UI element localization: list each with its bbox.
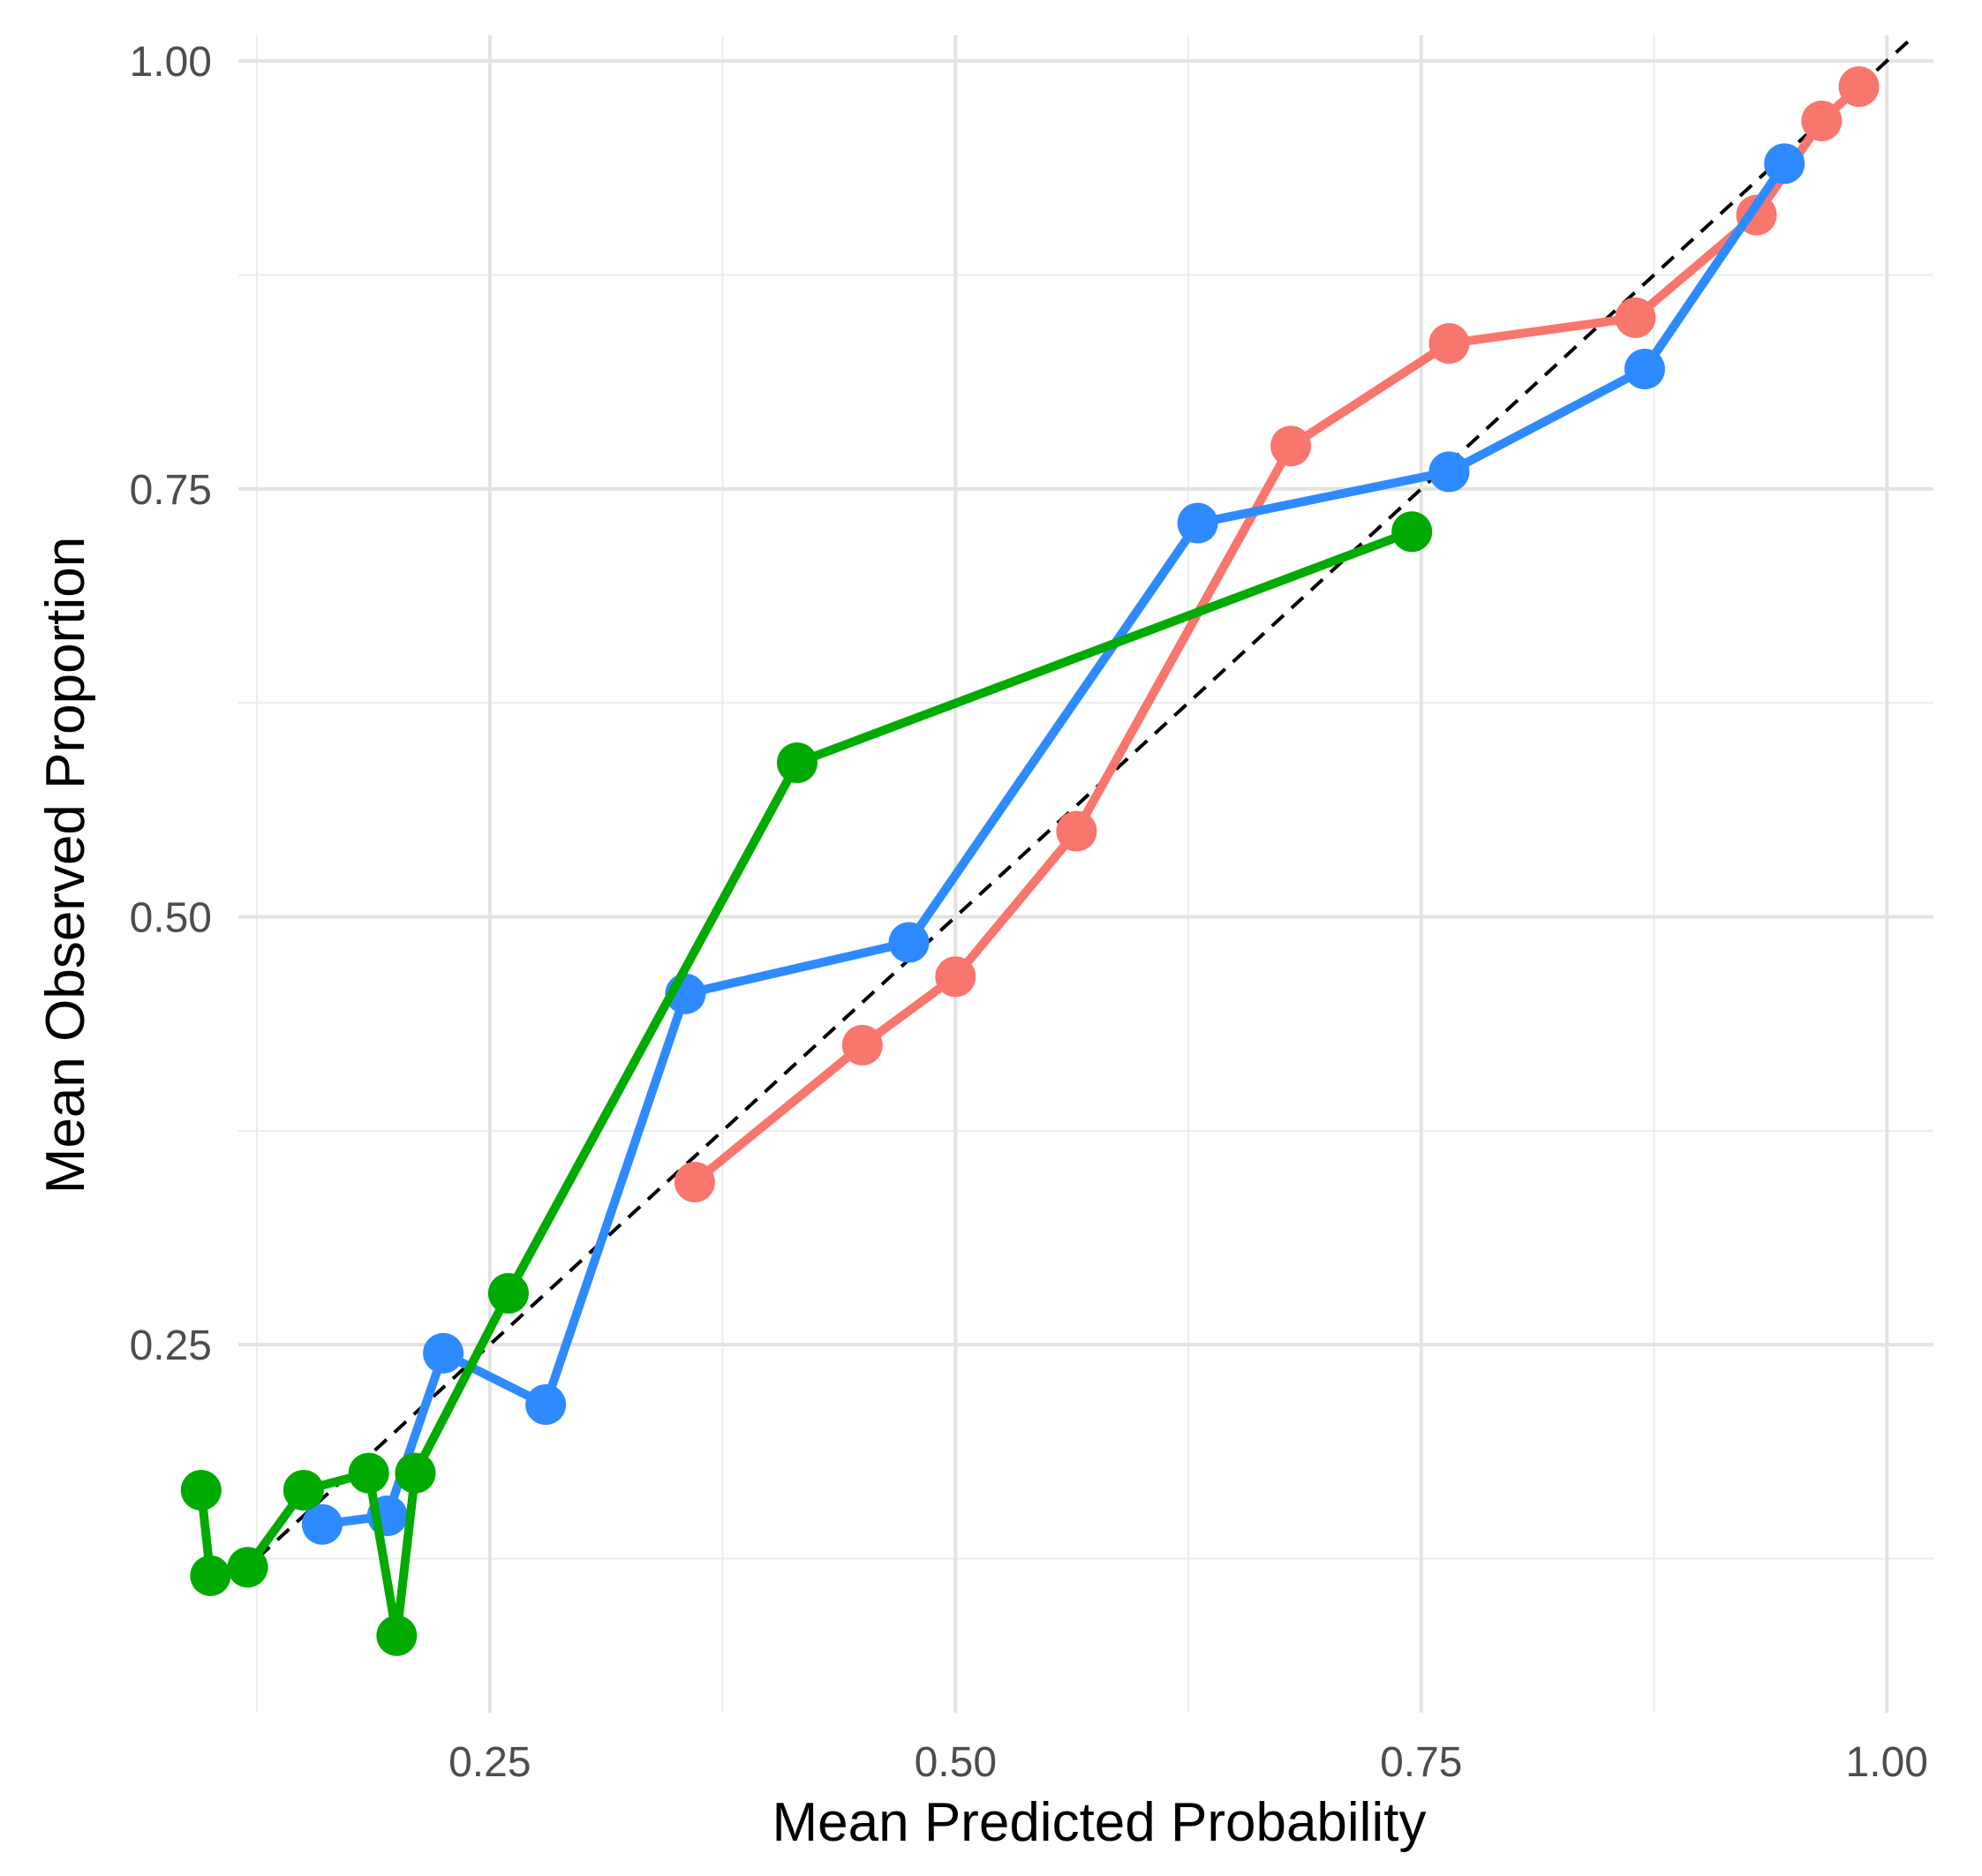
data-point-green [395,1452,436,1494]
data-point-red [1270,426,1312,467]
data-point-red [1056,810,1097,852]
reference-diagonal-line [237,34,1917,1578]
data-point-green [1391,511,1433,553]
data-point-blue [1624,349,1665,390]
data-point-blue [525,1384,567,1426]
data-point-green [227,1547,268,1588]
x-axis-title: Mean Predicted Probability [772,1792,1427,1853]
data-point-green [283,1469,324,1511]
data-point-red [1615,297,1656,338]
series-line-red [690,82,1864,1187]
data-point-blue [301,1503,343,1545]
data-point-green [190,1555,231,1596]
series-line-blue [317,159,1790,1529]
series-red [674,66,1880,1202]
series-green [180,511,1433,1656]
minor-grid [238,35,1933,1713]
data-point-blue [888,922,930,963]
data-point-green [348,1452,389,1494]
major-grid [238,35,1933,1713]
data-point-red [674,1161,715,1202]
data-point-blue [1177,502,1218,544]
x-tick-label: 0.50 [915,1739,997,1786]
data-point-blue [1428,451,1470,493]
data-point-green [487,1273,529,1314]
x-axis-ticks: 0.25 0.50 0.75 1.00 [448,1739,1928,1786]
data-point-red [1801,100,1843,141]
x-tick-label: 0.75 [1380,1739,1462,1786]
data-point-red [1838,66,1880,108]
data-point-red [841,1024,883,1066]
data-point-green [776,742,818,783]
y-tick-label: 1.00 [130,39,212,86]
x-tick-label: 0.25 [448,1739,531,1786]
reference-diagonal [237,34,1917,1578]
data-point-red [1428,322,1470,364]
x-tick-label: 1.00 [1846,1739,1928,1786]
data-point-red [935,956,976,998]
data-point-blue [423,1332,464,1374]
y-tick-label: 0.25 [130,1322,212,1369]
data-point-blue [1764,143,1805,185]
y-axis-ticks: 0.25 0.50 0.75 1.00 [130,39,212,1369]
y-tick-label: 0.75 [130,467,212,514]
y-axis-title: Mean Observed Proportion [35,537,96,1194]
data-point-green [180,1469,222,1511]
series-layer [180,66,1880,1656]
data-point-green [376,1615,418,1656]
y-tick-label: 0.50 [130,894,212,941]
series-blue [301,143,1805,1545]
